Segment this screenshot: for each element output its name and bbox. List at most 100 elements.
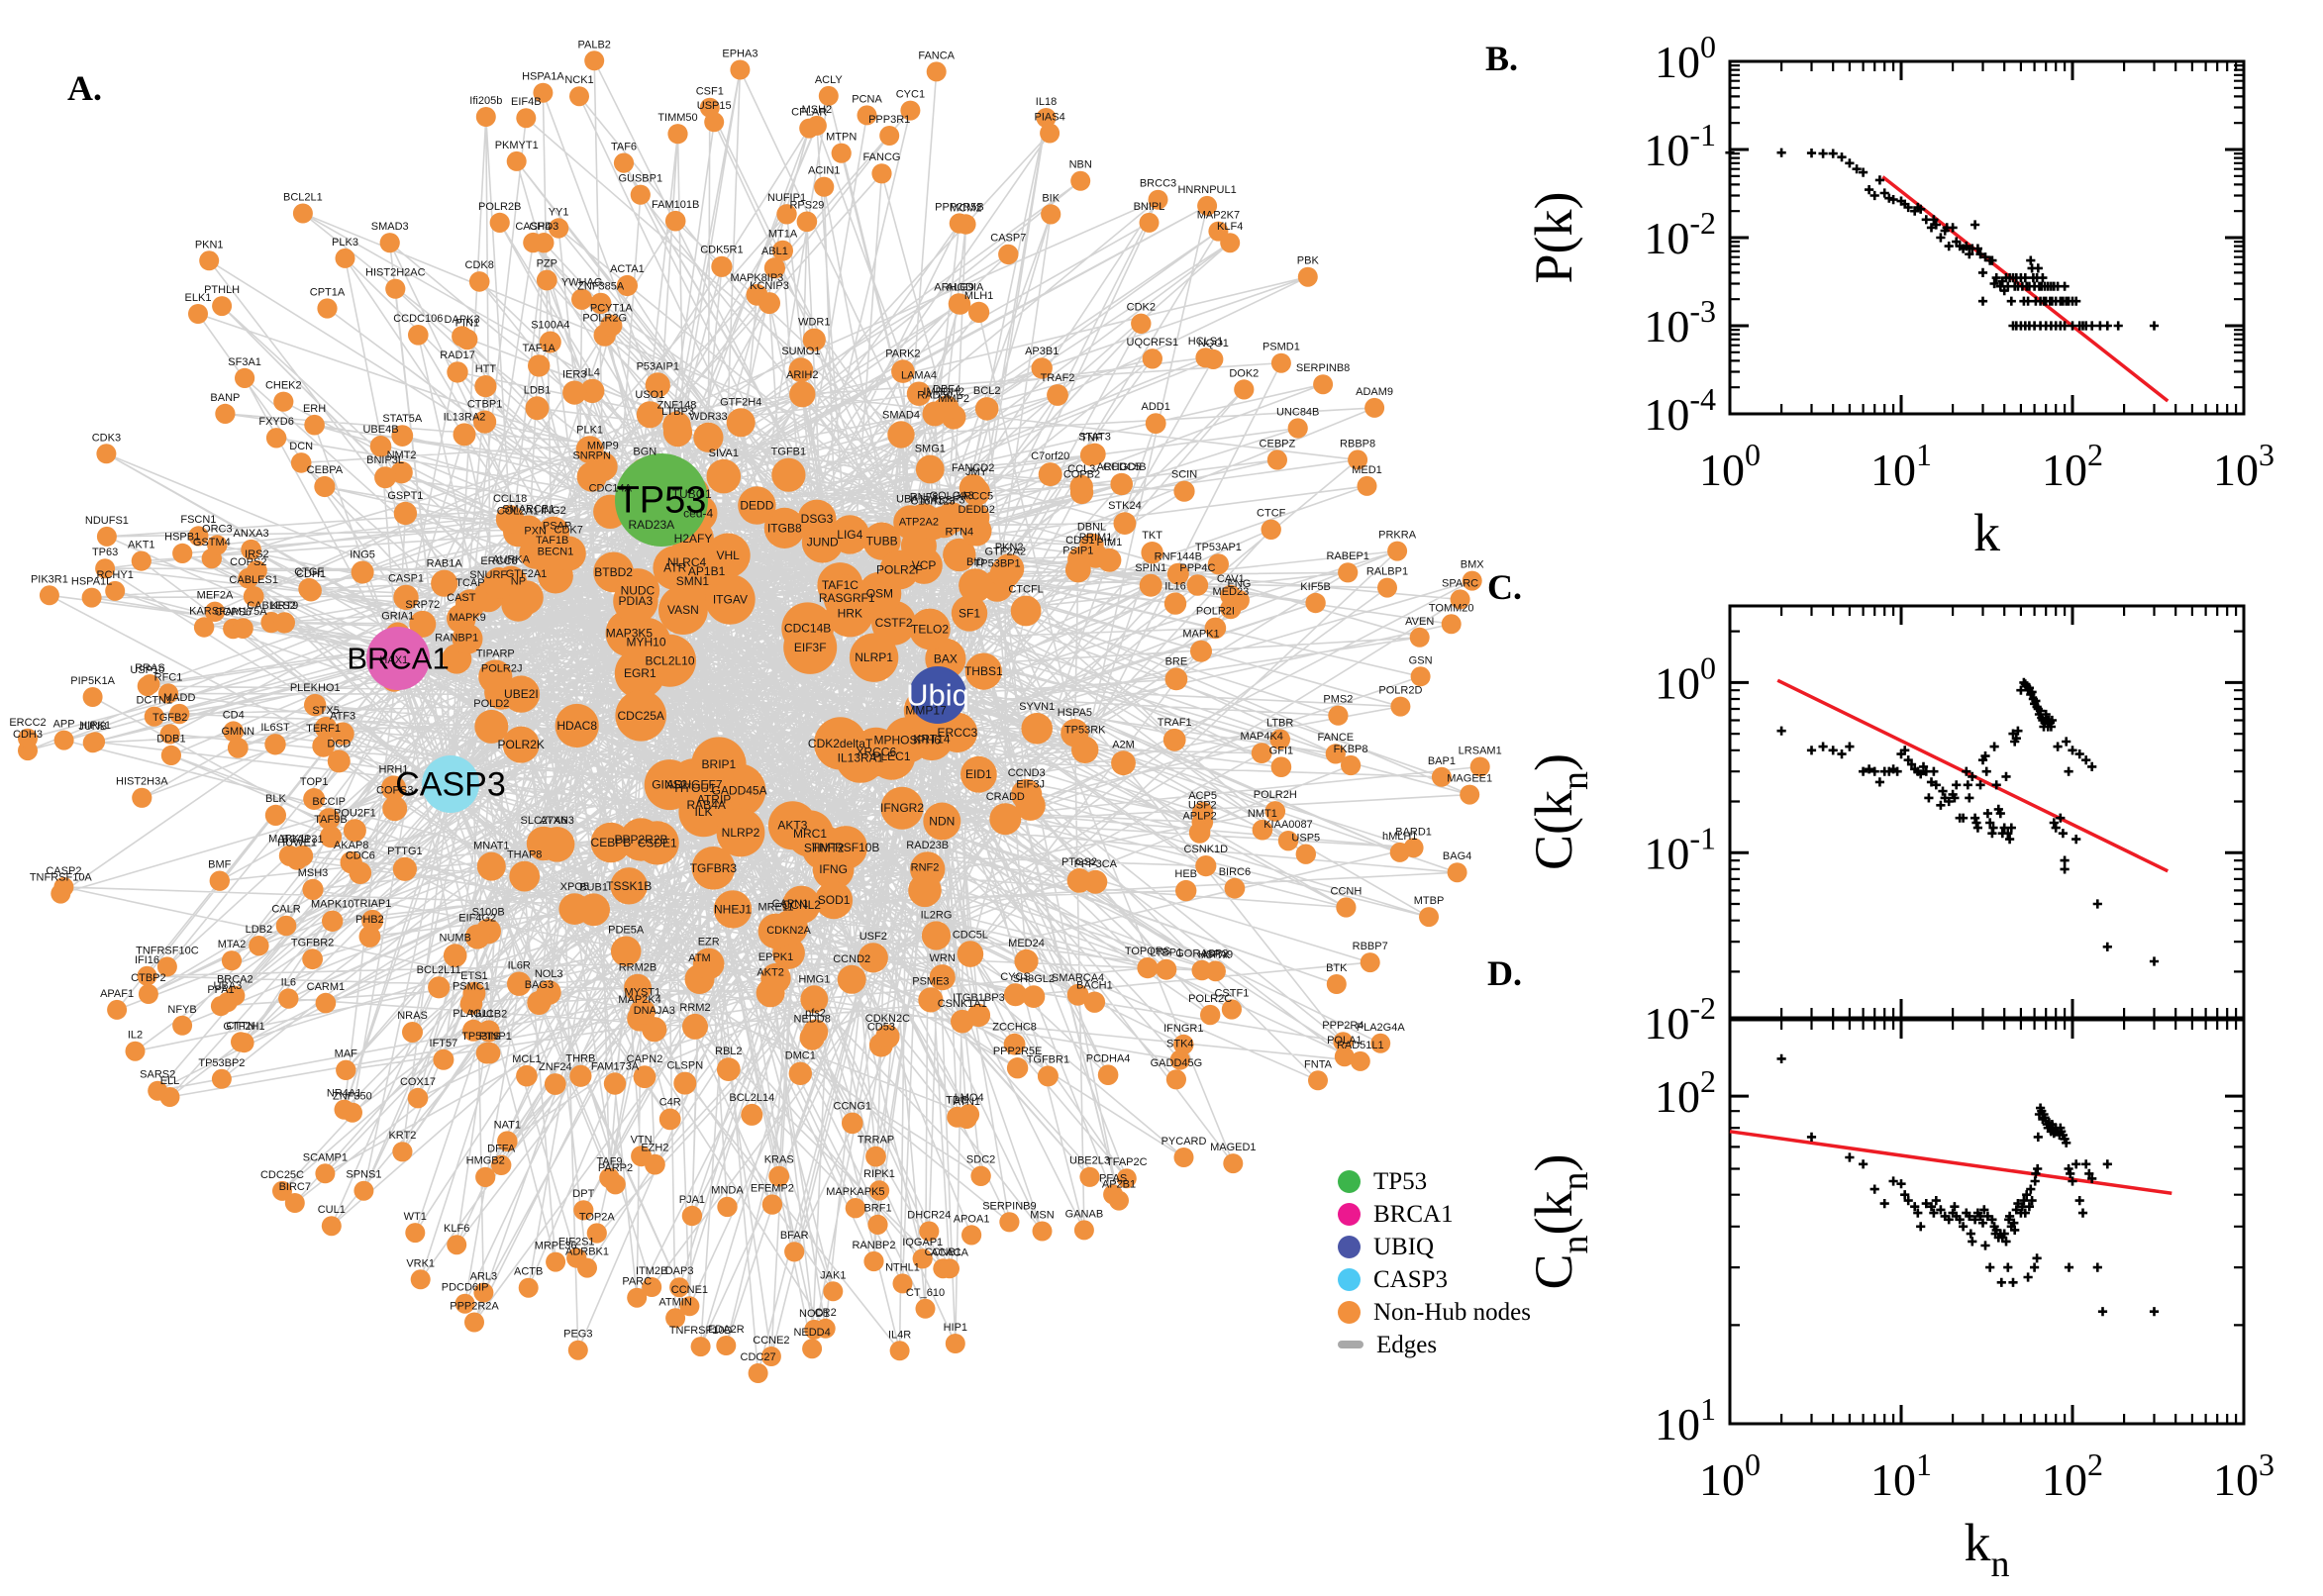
network-node[interactable] <box>741 1103 763 1126</box>
network-node[interactable] <box>726 408 756 438</box>
network-node[interactable] <box>1022 985 1046 1008</box>
network-node[interactable] <box>169 703 190 725</box>
network-node[interactable] <box>815 1318 836 1339</box>
network-node[interactable] <box>303 788 326 810</box>
network-node[interactable] <box>1441 614 1462 635</box>
network-node[interactable] <box>1037 1065 1059 1087</box>
network-node[interactable] <box>1164 667 1188 691</box>
network-node[interactable] <box>1270 352 1291 373</box>
network-node[interactable] <box>1350 1050 1370 1071</box>
network-node[interactable] <box>730 59 751 80</box>
network-node[interactable] <box>961 1225 982 1246</box>
network-node[interactable] <box>315 992 337 1014</box>
network-node[interactable] <box>802 328 826 351</box>
network-node[interactable] <box>291 845 314 867</box>
network-node[interactable] <box>868 1180 890 1201</box>
network-node[interactable] <box>314 716 338 740</box>
network-node[interactable] <box>533 82 554 103</box>
network-node[interactable] <box>949 213 970 234</box>
network-node[interactable] <box>1360 952 1380 973</box>
network-node[interactable] <box>132 787 152 808</box>
network-node[interactable] <box>814 176 835 197</box>
network-node[interactable] <box>528 354 551 377</box>
network-node[interactable] <box>1221 999 1242 1020</box>
network-node[interactable] <box>215 403 236 424</box>
network-node[interactable] <box>1156 958 1177 980</box>
network-node[interactable] <box>1006 1057 1029 1079</box>
network-node[interactable] <box>1110 472 1133 496</box>
network-node[interactable] <box>1162 728 1186 751</box>
network-node[interactable] <box>210 996 232 1017</box>
network-node[interactable] <box>1277 831 1299 851</box>
network-node[interactable] <box>343 819 366 843</box>
network-node[interactable] <box>1031 357 1053 379</box>
network-node[interactable] <box>392 1142 413 1162</box>
network-node[interactable] <box>1334 1047 1355 1067</box>
network-node[interactable] <box>525 396 550 421</box>
network-node[interactable] <box>784 1242 805 1262</box>
network-node[interactable] <box>18 728 38 748</box>
network-node[interactable] <box>936 502 967 534</box>
network-node[interactable] <box>1364 397 1385 418</box>
network-node[interactable] <box>172 543 193 564</box>
network-node[interactable] <box>478 659 513 694</box>
network-node[interactable] <box>431 569 458 597</box>
network-node[interactable] <box>998 244 1019 265</box>
network-node[interactable] <box>272 1180 292 1201</box>
network-node[interactable] <box>380 775 407 801</box>
network-node[interactable] <box>989 803 1022 836</box>
network-node[interactable] <box>629 998 656 1025</box>
network-node[interactable] <box>393 584 419 611</box>
network-node[interactable] <box>562 380 587 405</box>
network-node[interactable] <box>1038 462 1062 487</box>
network-node[interactable] <box>335 248 355 268</box>
network-node[interactable] <box>1047 384 1068 406</box>
network-node[interactable] <box>887 421 915 449</box>
network-node[interactable] <box>1252 819 1273 841</box>
network-node[interactable] <box>968 301 990 323</box>
network-node[interactable] <box>837 964 866 994</box>
network-node[interactable] <box>81 587 102 608</box>
network-node[interactable] <box>763 257 786 279</box>
network-node[interactable] <box>551 536 586 571</box>
network-node[interactable] <box>823 1281 844 1302</box>
network-node[interactable] <box>391 425 414 447</box>
network-node[interactable] <box>1070 170 1091 191</box>
network-node[interactable] <box>452 326 473 348</box>
network-node[interactable] <box>428 976 451 999</box>
network-node[interactable] <box>1139 212 1160 233</box>
network-node[interactable] <box>957 941 984 967</box>
network-node[interactable] <box>959 568 993 603</box>
network-node[interactable] <box>1003 983 1028 1007</box>
network-node[interactable] <box>1462 570 1482 591</box>
network-node[interactable] <box>763 507 805 549</box>
network-node[interactable] <box>211 1068 232 1089</box>
network-node[interactable] <box>627 1287 648 1308</box>
network-node[interactable] <box>945 1334 965 1353</box>
network-node[interactable] <box>940 1258 960 1279</box>
network-node[interactable] <box>518 1277 539 1298</box>
network-node[interactable] <box>221 950 243 971</box>
network-node[interactable] <box>665 1308 686 1329</box>
network-node[interactable] <box>544 1073 566 1095</box>
network-node[interactable] <box>374 466 397 489</box>
network-node[interactable] <box>1410 666 1431 687</box>
network-node[interactable] <box>1079 444 1103 466</box>
network-node[interactable] <box>789 381 816 408</box>
network-node[interactable] <box>1264 801 1286 822</box>
network-node[interactable] <box>131 550 152 571</box>
network-node[interactable] <box>138 984 158 1004</box>
network-node[interactable] <box>569 1064 592 1087</box>
network-node[interactable] <box>831 143 852 163</box>
network-node[interactable] <box>273 612 295 634</box>
network-node[interactable] <box>125 1041 146 1061</box>
network-node[interactable] <box>392 856 417 881</box>
network-node[interactable] <box>1205 960 1226 982</box>
network-node[interactable] <box>1142 349 1163 369</box>
network-node[interactable] <box>921 921 952 950</box>
network-node[interactable] <box>507 971 532 996</box>
network-node[interactable] <box>1308 1070 1328 1091</box>
network-node[interactable] <box>1173 1034 1194 1055</box>
network-node[interactable] <box>1325 744 1346 764</box>
network-node[interactable] <box>516 108 537 129</box>
